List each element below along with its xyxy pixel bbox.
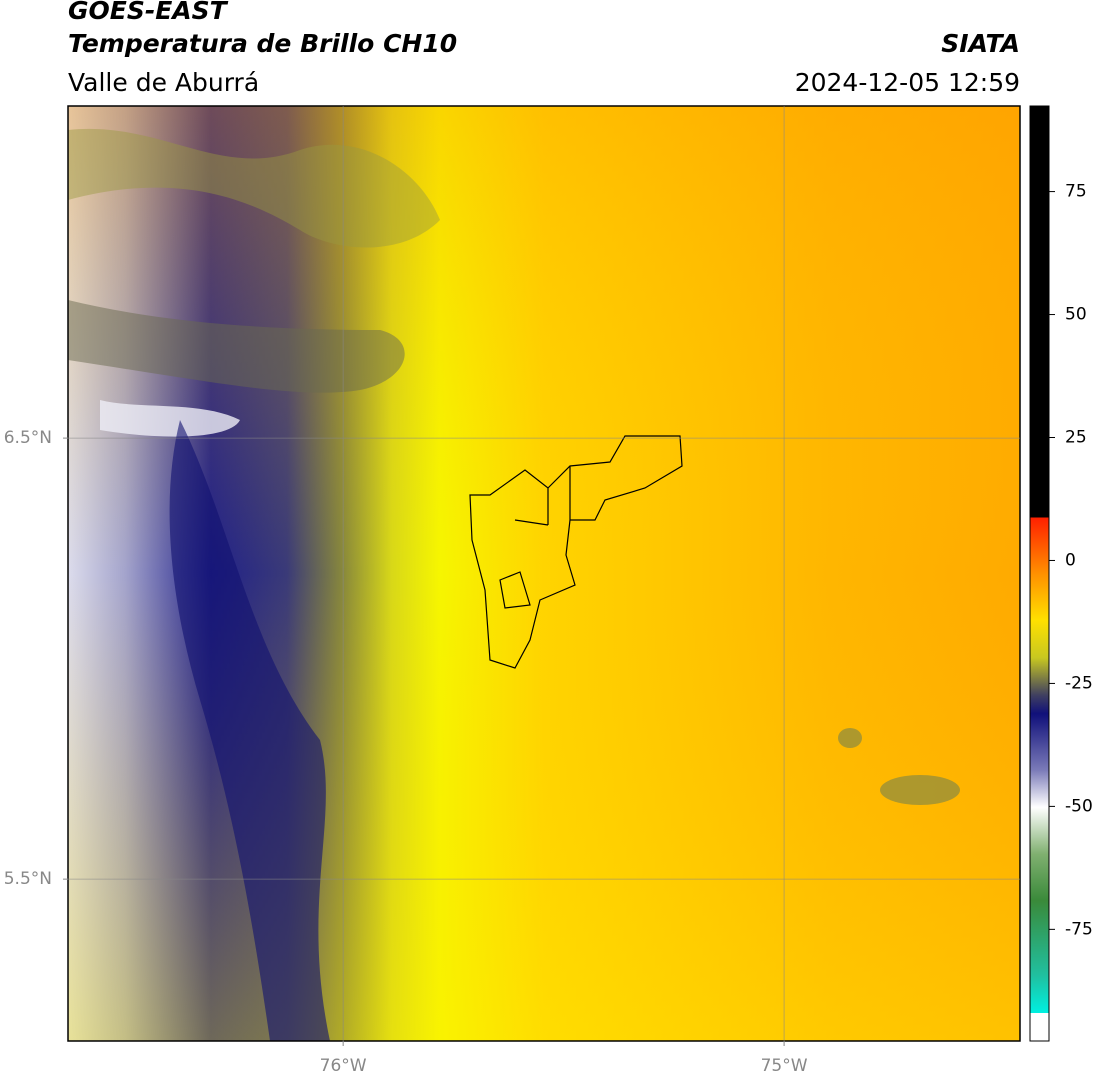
- colorbar-label: -75: [1065, 919, 1093, 939]
- colorbar-label: 50: [1065, 305, 1087, 325]
- map-image: [68, 106, 1020, 1041]
- region: Valle de Aburrá: [68, 68, 259, 97]
- colorbar-label: -50: [1065, 796, 1093, 816]
- subtitle: Temperatura de Brillo CH10: [68, 29, 457, 58]
- lat-label: 5.5°N: [4, 869, 52, 889]
- colorbar: [1029, 105, 1050, 1042]
- colorbar-label: -25: [1065, 673, 1093, 693]
- title: GOES-EAST: [68, 0, 229, 25]
- lat-label: 6.5°N: [4, 428, 52, 448]
- colorbar-label: 25: [1065, 428, 1087, 448]
- colorbar-label: 75: [1065, 182, 1087, 202]
- colorbar-label: 0: [1065, 550, 1076, 570]
- lon-label: 76°W: [320, 1056, 367, 1076]
- datetime: 2024-12-05 12:59: [795, 68, 1020, 97]
- valle-aburra-outline: [469, 435, 683, 669]
- lon-label: 75°W: [761, 1056, 808, 1076]
- map-frame: [67, 105, 1021, 1042]
- source: SIATA: [941, 29, 1020, 58]
